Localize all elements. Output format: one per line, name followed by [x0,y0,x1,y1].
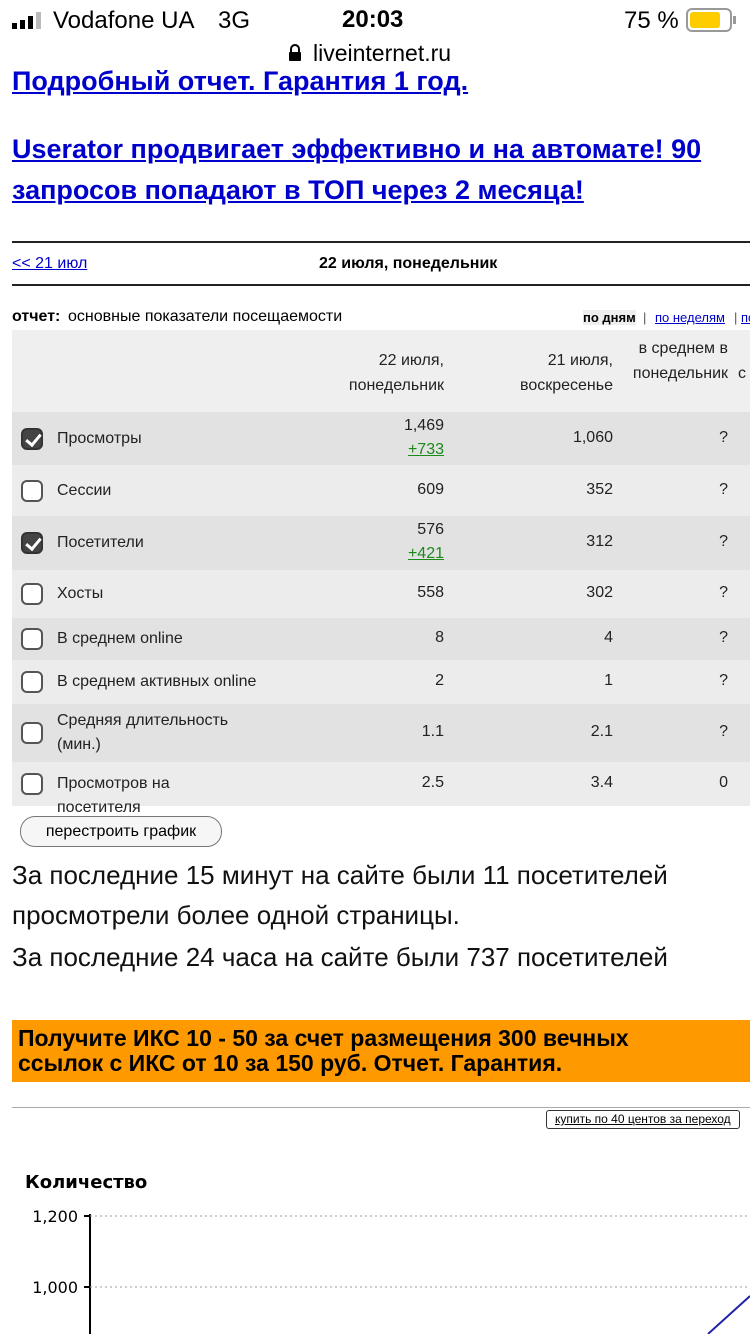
table-row: Средняя длительность (мин.) 1.1 2.1? [12,704,750,762]
view-current[interactable]: по дням [583,310,636,325]
info-text: просмотрели более одной страницы. [12,900,460,930]
checkbox[interactable] [21,722,43,744]
metric-value: 3.4 [590,774,613,791]
battery-icon [686,8,736,32]
graph-line [707,1295,750,1334]
metric-value: 2.1 [590,723,613,740]
report-label: отчет: [12,308,61,325]
url[interactable]: liveinternet.ru [313,40,452,66]
divider [12,1107,750,1108]
metric-value: 312 [586,533,613,550]
metric-value: ? [719,584,728,601]
metric-name: Посетители [57,534,144,551]
rebuild-button[interactable]: перестроить график [20,816,222,847]
promo-banner[interactable]: Получите ИКС 10 - 50 за счет размещения … [12,1020,750,1082]
metric-name: В среднем online [57,630,183,647]
ad-link[interactable]: запросов попадают в ТОП через 2 месяца! [12,175,584,205]
checkbox[interactable] [21,773,43,795]
promo-text[interactable]: ссылок с ИКС от 10 за 150 руб. Отчет. Га… [18,1050,563,1076]
metric-value: 352 [586,480,613,498]
metric-value: 1,469 [403,416,444,434]
table-header: 22 июля, понедельник 21 июля, воскресень… [12,330,750,413]
view-link[interactable]: по [741,310,750,325]
ad-link[interactable]: Userator продвигает эффективно и на авто… [12,134,702,164]
table-row: Просмотры 1,469 1,060? +733 [12,412,750,465]
metric-value: 2 [435,672,444,689]
metric-value: ? [719,533,728,550]
lock-icon [289,44,301,61]
metric-value: 8 [435,629,444,646]
metric-value: 1 [604,672,613,689]
network: 3G [218,7,251,34]
metric-delta[interactable]: +421 [407,545,444,562]
metric-value: ? [719,672,728,689]
column-header: 21 июля, воскресенье [520,352,613,394]
checkbox[interactable] [21,671,43,693]
graph-ylabel: Количество [25,1172,147,1193]
y-tick-label: 1,000 [32,1278,78,1297]
signal-icon [12,12,41,29]
metric-value: ? [719,723,728,740]
metric-name: Просмотров на посетителя [57,775,170,816]
report-name: основные показатели посещаемости [68,308,343,325]
column-header: с за [738,365,750,382]
metric-value: 2.5 [421,774,444,791]
metric-value: ? [719,480,728,498]
column-header: в среднем в понедельник [632,340,728,382]
checkbox[interactable] [21,479,43,502]
metric-value: ? [719,629,728,646]
metric-value: 609 [417,480,444,498]
checkbox[interactable] [21,532,43,554]
column-header: 22 июля, понедельник [348,352,444,394]
table-row: Хосты 558 302? [12,570,750,618]
metric-value: 576 [417,521,444,538]
metric-value: 1.1 [421,723,444,740]
divider [12,241,750,243]
metric-value: 1,060 [572,428,613,446]
prev-day-link[interactable]: << 21 июл [12,255,88,272]
checkbox[interactable] [21,583,43,605]
table-row: Просмотров на посетителя 2.5 3.4 0 [12,762,750,816]
time: 20:03 [342,6,404,33]
metric-name: Средняя длительность (мин.) [57,712,229,753]
metric-value: 558 [417,584,444,601]
browser-header [0,0,750,70]
table-row: Сессии 609 352? [12,465,750,516]
view-link[interactable]: по неделям [655,310,725,325]
promo-text[interactable]: Получите ИКС 10 - 50 за счет размещения … [18,1025,629,1051]
metric-value: ? [719,428,728,446]
y-tick-label: 1,200 [32,1207,78,1226]
divider [12,284,750,286]
metric-name: Сессии [57,481,112,499]
ad-link[interactable]: Подробный отчет. Гарантия 1 год. [12,66,469,96]
checkbox[interactable] [21,628,43,650]
metric-value: 4 [604,629,613,646]
table-row: В среднем online 8 4? [12,618,750,660]
carrier: Vodafone UA [53,7,195,34]
metric-name: Просмотры [57,429,142,447]
metric-delta[interactable]: +733 [407,440,444,458]
table-row: Посетители 576 312? +421 [12,516,750,570]
metric-name: Хосты [57,585,104,602]
current-day: 22 июля, понедельник [319,255,498,272]
table-row: В среднем активных online 2 1? [12,660,750,704]
metric-value: 302 [586,584,613,601]
graph: Количество 1,200 1,000 [25,1172,750,1334]
metric-value: 0 [719,774,728,791]
buy-button[interactable]: купить по 40 центов за переход [546,1110,740,1129]
info-text: За последние 24 часа на сайте были 737 п… [12,942,668,972]
checkbox[interactable] [21,427,43,450]
info-text: За последние 15 минут на сайте были 11 п… [12,860,668,890]
battery-level: 75 % [624,7,679,34]
metric-name: В среднем активных online [57,673,257,690]
